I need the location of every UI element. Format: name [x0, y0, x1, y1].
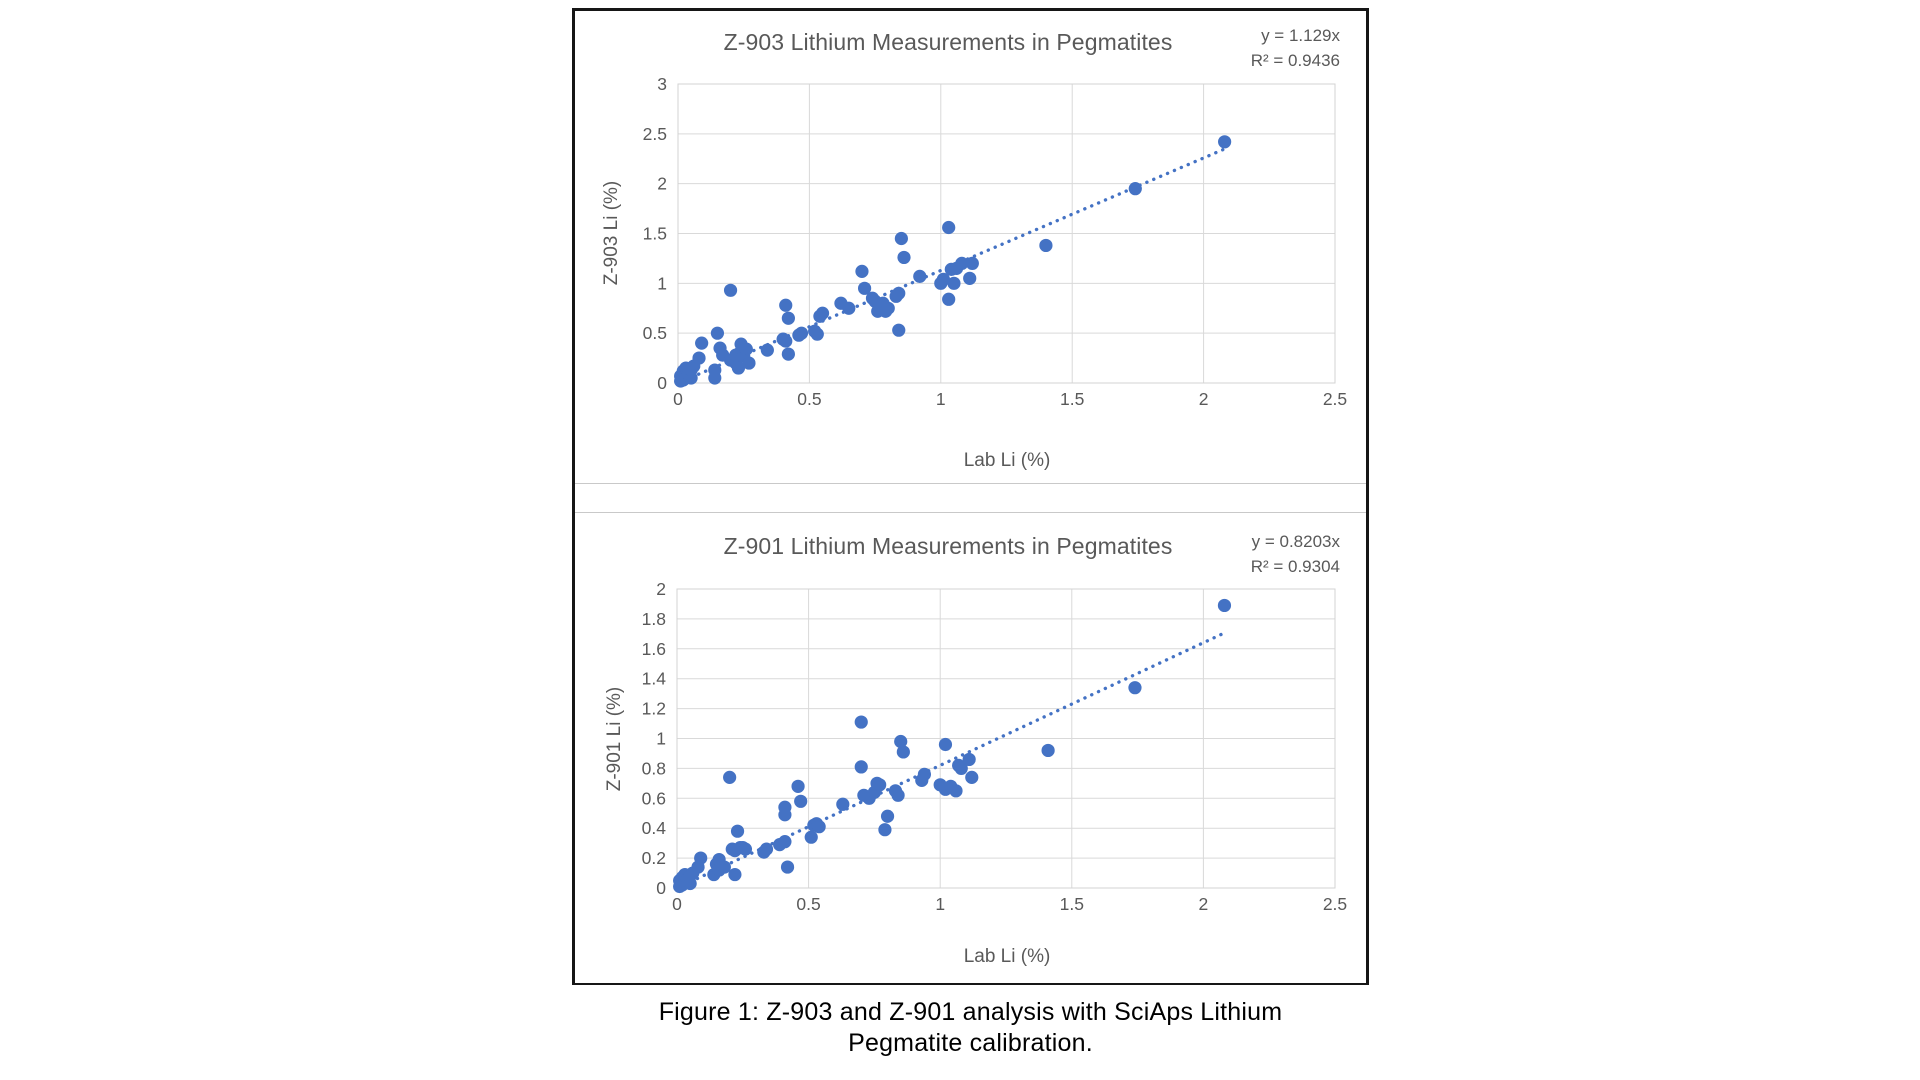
svg-text:0.8: 0.8	[642, 758, 666, 778]
svg-text:0: 0	[673, 389, 683, 409]
z903-x-axis-label: Lab Li (%)	[963, 450, 1051, 471]
z903-scatter-plot: 0 0.5 1 1.5 2 2.5 3 0 0.5 1 1.5 2 2.5	[643, 74, 1347, 409]
svg-text:0.5: 0.5	[643, 323, 667, 343]
z903-equation-text: y = 1.129x	[1261, 26, 1340, 45]
svg-text:1.2: 1.2	[642, 699, 666, 719]
svg-text:0.2: 0.2	[642, 848, 666, 868]
svg-text:1.8: 1.8	[642, 609, 666, 629]
svg-text:1.5: 1.5	[1060, 389, 1084, 409]
z903-chart-title: Z-903 Lithium Measurements in Pegmatites	[723, 29, 1173, 55]
svg-text:2: 2	[656, 579, 666, 599]
svg-text:2: 2	[1199, 389, 1209, 409]
figure-border: Z-903 Lithium Measurements in Pegmatites…	[572, 8, 1369, 985]
z901-equation-text: y = 0.8203x	[1251, 532, 1340, 551]
z901-x-axis-label: Lab Li (%)	[963, 946, 1051, 967]
z903-trendline-equation: y = 1.129x R² = 0.9436	[1251, 23, 1340, 73]
z903-r-squared-text: R² = 0.9436	[1250, 51, 1340, 70]
svg-text:2: 2	[1199, 894, 1209, 914]
svg-text:1: 1	[656, 729, 666, 749]
z903-chart-panel: Z-903 Lithium Measurements in Pegmatites…	[575, 11, 1366, 484]
svg-text:0.6: 0.6	[642, 788, 666, 808]
svg-text:0.5: 0.5	[796, 894, 820, 914]
svg-text:1.6: 1.6	[642, 639, 666, 659]
svg-text:1.5: 1.5	[1060, 894, 1084, 914]
svg-text:2.5: 2.5	[1323, 894, 1347, 914]
svg-text:1.5: 1.5	[643, 224, 667, 244]
z901-trendline-equation: y = 0.8203x R² = 0.9304	[1251, 529, 1340, 579]
svg-text:0.4: 0.4	[642, 818, 667, 838]
svg-text:1.4: 1.4	[642, 669, 667, 689]
figure-caption: Figure 1: Z-903 and Z-901 analysis with …	[572, 997, 1369, 1059]
svg-text:2: 2	[657, 174, 667, 194]
z901-y-axis-label: Z-901 Li (%)	[604, 686, 625, 792]
svg-text:0: 0	[672, 894, 682, 914]
z901-chart-panel: Z-901 Lithium Measurements in Pegmatites…	[575, 512, 1366, 983]
svg-text:1: 1	[657, 273, 667, 293]
svg-text:0.5: 0.5	[797, 389, 821, 409]
svg-text:3: 3	[657, 74, 667, 94]
figure-caption-line1: Figure 1: Z-903 and Z-901 analysis with …	[658, 998, 1283, 1026]
svg-text:2.5: 2.5	[643, 124, 667, 144]
svg-text:0: 0	[657, 373, 667, 393]
svg-text:0: 0	[656, 878, 666, 898]
figure-caption-line2: Pegmatite calibration.	[848, 1029, 1093, 1057]
z901-r-squared-text: R² = 0.9304	[1250, 557, 1340, 576]
z901-scatter-plot: 0 0.2 0.4 0.6 0.8 1 1.2 1.4 1.6 1.8 2 0 0.5 1 1.5 2 2.5	[642, 579, 1347, 914]
z901-chart-title: Z-901 Lithium Measurements in Pegmatites	[723, 533, 1173, 559]
svg-text:1: 1	[936, 389, 946, 409]
svg-text:2.5: 2.5	[1323, 389, 1347, 409]
svg-text:1: 1	[935, 894, 945, 914]
z903-y-axis-label: Z-903 Li (%)	[601, 180, 622, 286]
